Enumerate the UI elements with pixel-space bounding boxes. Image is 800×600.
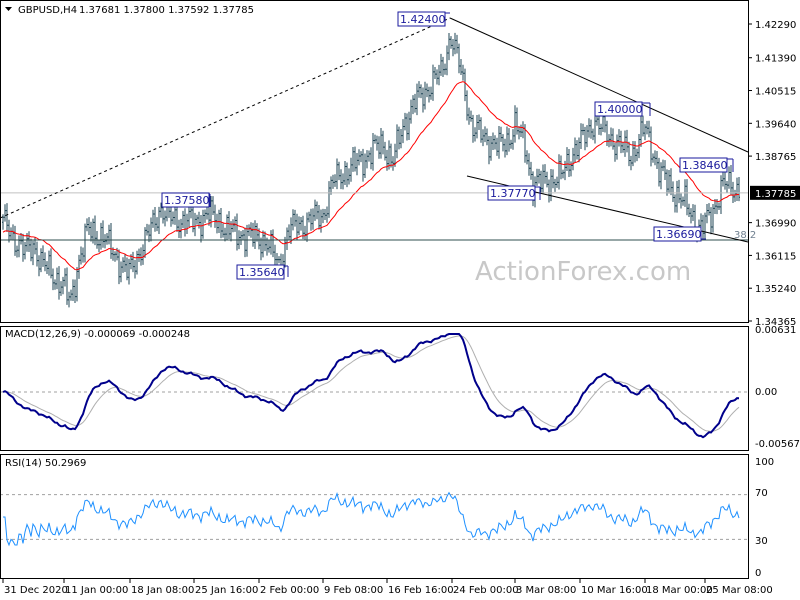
price-axis-label: 1.34365 bbox=[755, 317, 796, 328]
time-axis-label: 31 Dec 2020 bbox=[4, 585, 68, 596]
rsi-line bbox=[3, 491, 740, 547]
time-axis-label: 2 Feb 00:00 bbox=[260, 585, 319, 596]
rsi-axis-label: 100 bbox=[755, 457, 774, 468]
price-axis-label: 1.38765 bbox=[755, 152, 796, 163]
time-axis-label: 25 Mar 08:00 bbox=[706, 585, 773, 596]
rsi-axis-label: 70 bbox=[755, 488, 768, 499]
time-axis-label: 11 Jan 00:00 bbox=[65, 585, 128, 596]
macd-axis-label: 0.00631 bbox=[755, 325, 796, 336]
price-annotation-box bbox=[236, 264, 285, 280]
time-axis-label: 3 Mar 08:00 bbox=[516, 585, 576, 596]
price-annotation-box bbox=[679, 157, 728, 173]
upper-trendline bbox=[449, 17, 749, 153]
price-annotation: 1.37580 bbox=[164, 194, 210, 207]
dotted-trendline bbox=[0, 17, 451, 219]
price-annotation-box bbox=[653, 226, 702, 242]
time-axis-label: 10 Mar 16:00 bbox=[581, 585, 648, 596]
rsi-title: RSI(14) 50.2969 bbox=[5, 458, 86, 469]
price-annotation-box bbox=[397, 11, 446, 27]
price-axis-label: 1.41390 bbox=[755, 54, 796, 65]
pane-frame bbox=[0, 326, 749, 451]
rsi-axis-label: 30 bbox=[755, 536, 768, 547]
watermark: ActionForex.com bbox=[475, 257, 691, 287]
time-axis-label: 25 Jan 16:00 bbox=[195, 585, 258, 596]
time-axis-label: 18 Mar 00:00 bbox=[646, 585, 713, 596]
current-price-label: 1.37785 bbox=[755, 189, 796, 200]
chart-title: GBPUSD,H4 bbox=[18, 5, 77, 16]
price-annotation: 1.42400 bbox=[400, 13, 446, 26]
macd-main-line bbox=[2, 333, 740, 439]
time-axis-label: 24 Feb 00:00 bbox=[453, 585, 519, 596]
price-annotation: 1.35640 bbox=[239, 266, 285, 279]
triangle-down-icon[interactable] bbox=[5, 7, 12, 11]
price-annotation-box bbox=[487, 185, 536, 201]
macd-axis-label: 0.00 bbox=[755, 387, 777, 398]
price-axis-label: 1.35240 bbox=[755, 284, 796, 295]
rsi-axis-label: 0 bbox=[755, 568, 761, 579]
price-annotation: 1.40000 bbox=[597, 103, 643, 116]
current-price-tag bbox=[750, 185, 800, 200]
price-annotation-box bbox=[594, 101, 643, 117]
price-axis-label: 1.39640 bbox=[755, 119, 796, 130]
price-axis-label: 1.40515 bbox=[755, 87, 796, 98]
price-axis-label: 1.42290 bbox=[755, 20, 796, 31]
price-axis-label: 1.36115 bbox=[755, 251, 796, 262]
price-annotation: 1.37770 bbox=[490, 187, 536, 200]
pane-frame bbox=[0, 454, 749, 579]
pane-frame bbox=[0, 0, 749, 323]
ohlc-readout: 1.37681 1.37800 1.37592 1.37785 bbox=[79, 5, 254, 16]
time-axis-label: 18 Jan 08:00 bbox=[131, 585, 194, 596]
price-annotation: 1.36690 bbox=[656, 228, 702, 241]
time-axis-label: 16 Feb 16:00 bbox=[388, 585, 454, 596]
price-bars bbox=[2, 32, 740, 308]
macd-title: MACD(12,26,9) -0.000069 -0.000248 bbox=[5, 329, 190, 340]
time-axis-label: 9 Feb 08:00 bbox=[324, 585, 383, 596]
price-axis-label: 1.36990 bbox=[755, 219, 796, 230]
price-annotation-box bbox=[161, 192, 210, 208]
price-annotation: 1.38460 bbox=[682, 159, 728, 172]
moving-average-line bbox=[2, 81, 740, 271]
fib-label: 38.2 bbox=[734, 230, 756, 241]
